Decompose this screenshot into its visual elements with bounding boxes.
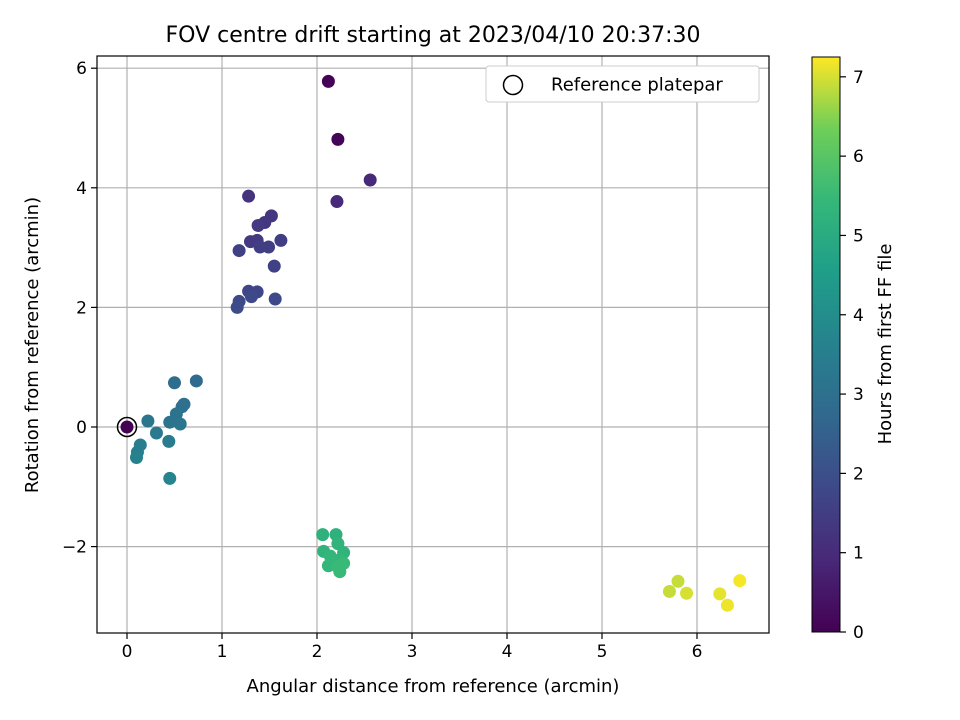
x-tick-label: 1 xyxy=(217,642,228,662)
legend: Reference platepar xyxy=(485,65,760,103)
scatter-point xyxy=(316,528,330,542)
chart-title: FOV centre drift starting at 2023/04/10 … xyxy=(166,23,701,48)
scatter-point xyxy=(168,376,181,390)
colorbar-tick-label: 2 xyxy=(853,464,864,484)
y-tick-label: −2 xyxy=(62,538,87,558)
scatter-point xyxy=(733,574,747,588)
scatter-point xyxy=(163,471,177,485)
plot-area-frame xyxy=(96,55,770,634)
reference-platepar-marker xyxy=(116,416,138,438)
scatter-point xyxy=(244,290,258,304)
colorbar-tick-label: 3 xyxy=(853,385,864,405)
scatter-point xyxy=(274,233,288,247)
colorbar-gradient xyxy=(811,56,841,633)
scatter-point xyxy=(262,240,276,254)
scatter-point xyxy=(331,132,345,146)
scatter-point xyxy=(671,574,685,588)
scatter-point xyxy=(330,195,344,209)
x-tick-label: 0 xyxy=(122,642,133,662)
colorbar-label: Hours from first FF file xyxy=(875,244,896,445)
scatter-point xyxy=(141,414,155,428)
y-axis-ticks: −2 0 2 4 6 xyxy=(62,59,97,558)
colorbar-tick-label: 5 xyxy=(853,226,864,246)
legend-entry-reference-platepar: Reference platepar xyxy=(551,75,723,96)
scatter-point xyxy=(267,259,281,273)
y-axis-label: Rotation from reference (arcmin) xyxy=(22,197,43,493)
x-tick-label: 5 xyxy=(597,642,608,662)
scatter-point xyxy=(230,300,244,314)
y-tick-label: 4 xyxy=(76,179,87,199)
data-points xyxy=(120,74,747,612)
colorbar-tick-label: 7 xyxy=(853,68,864,88)
y-tick-label: 6 xyxy=(76,59,87,79)
scatter-point xyxy=(120,420,134,434)
colorbar-tick-label: 6 xyxy=(853,147,864,167)
scatter-point xyxy=(251,218,265,232)
legend-box xyxy=(485,65,760,103)
grid-lines xyxy=(97,56,769,633)
reference-marker xyxy=(116,416,138,438)
colorbar-tick-label: 1 xyxy=(853,544,864,564)
y-tick-label: 0 xyxy=(76,418,87,438)
scatter-point xyxy=(720,598,734,612)
scatter-point xyxy=(173,417,187,431)
scatter-point xyxy=(662,584,676,598)
colorbar-ticks: 0 1 2 3 4 5 6 7 xyxy=(840,68,864,643)
scatter-point xyxy=(713,587,727,601)
scatter-point xyxy=(321,74,335,88)
legend-reference-marker-icon xyxy=(502,74,524,96)
x-axis-label: Angular distance from reference (arcmin) xyxy=(247,676,620,697)
scatter-point xyxy=(162,434,176,448)
scatter-point xyxy=(242,189,256,203)
colorbar-tick-label: 4 xyxy=(853,306,864,326)
scatter-point xyxy=(363,173,377,187)
scatter-point xyxy=(680,586,694,600)
scatter-point xyxy=(232,244,246,258)
x-tick-label: 2 xyxy=(312,642,323,662)
y-tick-label: 2 xyxy=(76,298,87,318)
scatter-point xyxy=(321,559,335,573)
x-tick-label: 3 xyxy=(407,642,418,662)
scatter-point xyxy=(189,374,203,388)
x-tick-label: 4 xyxy=(502,642,513,662)
scatter-point xyxy=(333,565,347,579)
scatter-point xyxy=(130,450,143,464)
x-axis-ticks: 0 1 2 3 4 5 6 xyxy=(122,633,703,662)
scatter-point xyxy=(268,292,282,306)
scatter-point xyxy=(163,415,177,429)
x-tick-label: 6 xyxy=(692,642,703,662)
colorbar-tick-label: 0 xyxy=(853,623,864,643)
scatter-point xyxy=(149,426,163,440)
colorbar: 0 1 2 3 4 5 6 7 Hours from first FF file xyxy=(811,56,896,643)
